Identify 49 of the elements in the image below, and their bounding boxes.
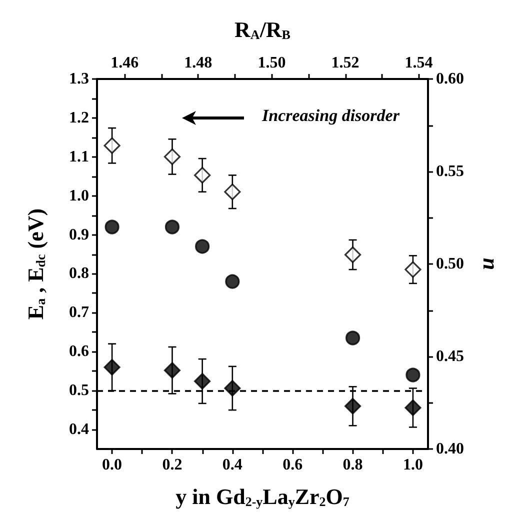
y2-axis-title: n <box>478 258 504 270</box>
annotation: Increasing disorder <box>261 106 400 125</box>
point <box>404 261 422 278</box>
y-tick-label: 0.6 <box>69 343 89 360</box>
y-tick-label: 0.4 <box>69 421 89 438</box>
y2-tick-label: 0.55 <box>436 163 464 180</box>
x2-tick-label: 1.54 <box>404 54 433 72</box>
point <box>104 220 120 234</box>
point <box>345 330 360 346</box>
y2-tick-label: 0.40 <box>436 440 464 458</box>
y-axis-title: Ea , Edc (eV) <box>23 208 48 320</box>
point <box>225 274 240 289</box>
y-tick-label: 1.1 <box>69 148 89 166</box>
point <box>224 184 241 200</box>
x2-tick-label: 1.52 <box>331 54 360 72</box>
y-tick-label: 0.5 <box>69 382 89 400</box>
y2-tick-label: 0.60 <box>436 70 464 88</box>
point <box>104 358 120 376</box>
x2-tick-label: 1.50 <box>258 54 286 72</box>
x-tick-label: 0.0 <box>102 456 122 474</box>
y-tick-label: 0.9 <box>69 226 89 244</box>
x-axis-title: y in Gd2-yLayZr2O7 <box>176 484 350 509</box>
y-tick-label: 0.7 <box>69 304 89 322</box>
point <box>194 166 211 184</box>
y-tick-label: 1.2 <box>69 109 89 126</box>
y-tick-label: 1.0 <box>69 187 89 204</box>
y2-tick-label: 0.50 <box>436 256 464 272</box>
point <box>164 148 181 165</box>
point <box>344 246 362 264</box>
y2-tick-label: 0.45 <box>436 348 464 365</box>
point <box>195 239 210 254</box>
x2-tick-label: 1.46 <box>110 54 139 72</box>
point <box>404 399 422 416</box>
x-tick-label: 0.6 <box>282 456 303 474</box>
point <box>104 137 120 154</box>
point <box>194 372 211 390</box>
y-tick-label: 1.3 <box>69 70 89 88</box>
x-tick-label: 0.4 <box>222 456 242 474</box>
x-tick-label: 1.0 <box>402 456 423 474</box>
point <box>164 362 181 379</box>
x2-tick-label: 1.48 <box>184 54 212 72</box>
x2-axis-title: RA/RB <box>234 17 291 42</box>
y-tick-label: 0.8 <box>69 265 89 282</box>
x-tick-label: 0.8 <box>342 456 363 474</box>
point <box>224 380 241 397</box>
point <box>406 368 420 382</box>
x-tick-label: 0.2 <box>162 456 182 474</box>
point <box>344 398 362 414</box>
point <box>164 220 180 234</box>
